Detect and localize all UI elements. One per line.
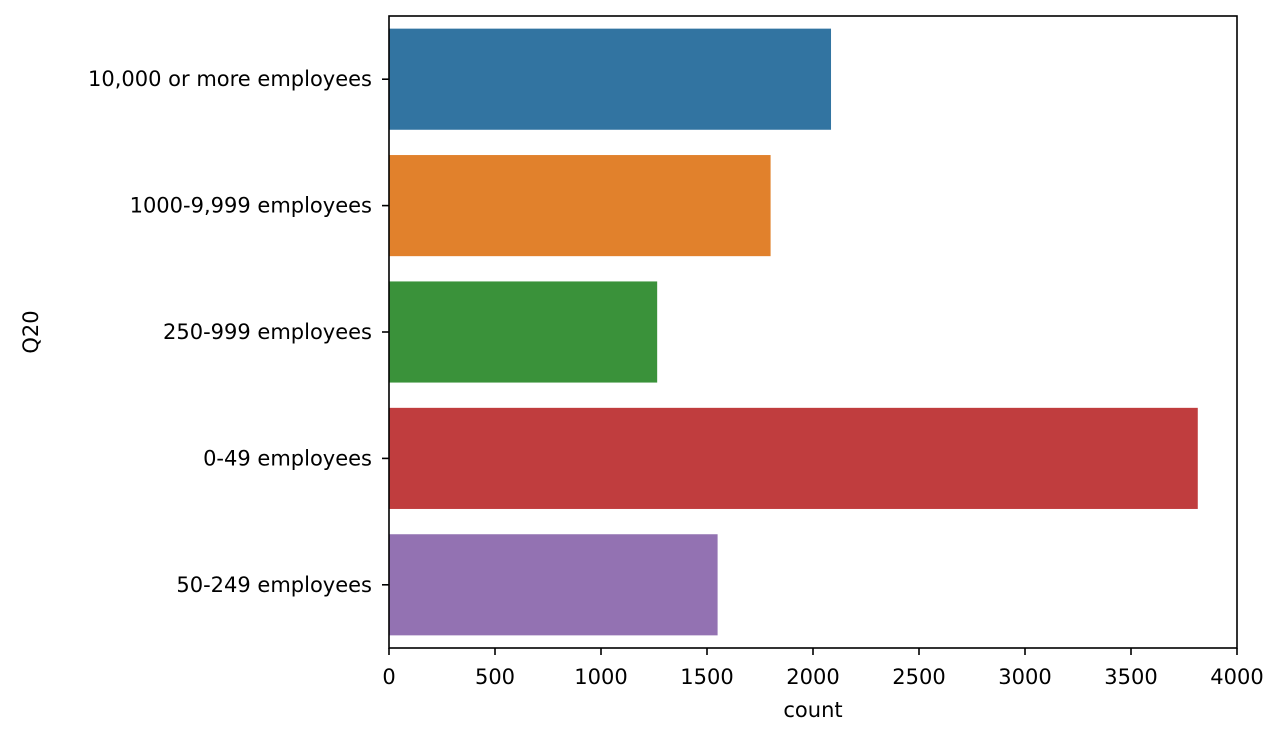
x-tick-label: 3000 [998, 665, 1051, 689]
x-axis-title: count [783, 698, 842, 722]
bar [389, 155, 771, 257]
y-tick-label: 1000-9,999 employees [130, 194, 372, 218]
y-tick-label: 250-999 employees [163, 320, 372, 344]
y-tick-label: 10,000 or more employees [88, 67, 372, 91]
ticks-layer: 10,000 or more employees 1000-9,999 emplo… [88, 67, 1264, 689]
bar [389, 534, 718, 636]
bar [389, 407, 1198, 509]
x-tick-label: 4000 [1210, 665, 1263, 689]
x-tick-label: 2500 [892, 665, 945, 689]
x-tick-label: 0 [382, 665, 395, 689]
bar [389, 281, 658, 383]
x-tick-label: 2000 [786, 665, 839, 689]
plot-frame [388, 15, 1238, 649]
x-tick-label: 1500 [680, 665, 733, 689]
y-tick-label: 50-249 employees [176, 573, 372, 597]
x-tick-label: 3500 [1104, 665, 1157, 689]
bar [389, 28, 832, 130]
y-tick-label: 0-49 employees [203, 446, 372, 470]
x-tick-label: 1000 [574, 665, 627, 689]
y-axis-title: Q20 [19, 310, 43, 353]
x-tick-label: 500 [475, 665, 515, 689]
bars-layer [389, 28, 1198, 636]
